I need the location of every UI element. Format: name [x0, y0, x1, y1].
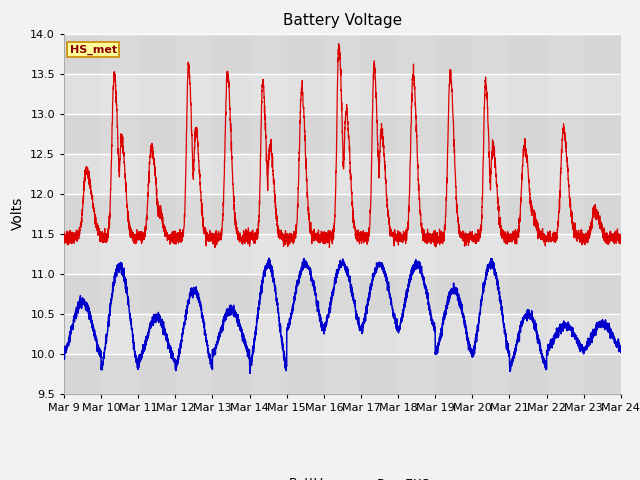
Y-axis label: Volts: Volts	[11, 197, 25, 230]
Bar	[287, 34, 324, 394]
Bar	[435, 34, 472, 394]
Text: HS_met: HS_met	[70, 44, 116, 55]
Bar	[64, 154, 621, 193]
Bar	[212, 34, 250, 394]
Bar	[64, 34, 621, 73]
Bar	[398, 34, 435, 394]
Bar	[64, 34, 101, 394]
Legend: BattV, Pwr_EXO: BattV, Pwr_EXO	[248, 472, 436, 480]
Title: Battery Voltage: Battery Voltage	[283, 13, 402, 28]
Bar	[64, 354, 621, 394]
Bar	[361, 34, 398, 394]
Bar	[64, 313, 621, 354]
Bar	[64, 114, 621, 154]
Bar	[138, 34, 175, 394]
Bar	[64, 193, 621, 234]
Bar	[472, 34, 509, 394]
Bar	[64, 234, 621, 274]
Bar	[64, 274, 621, 313]
Bar	[547, 34, 584, 394]
Bar	[509, 34, 547, 394]
Bar	[175, 34, 212, 394]
Bar	[64, 73, 621, 114]
Bar	[101, 34, 138, 394]
Bar	[584, 34, 621, 394]
Bar	[250, 34, 287, 394]
Bar	[324, 34, 361, 394]
